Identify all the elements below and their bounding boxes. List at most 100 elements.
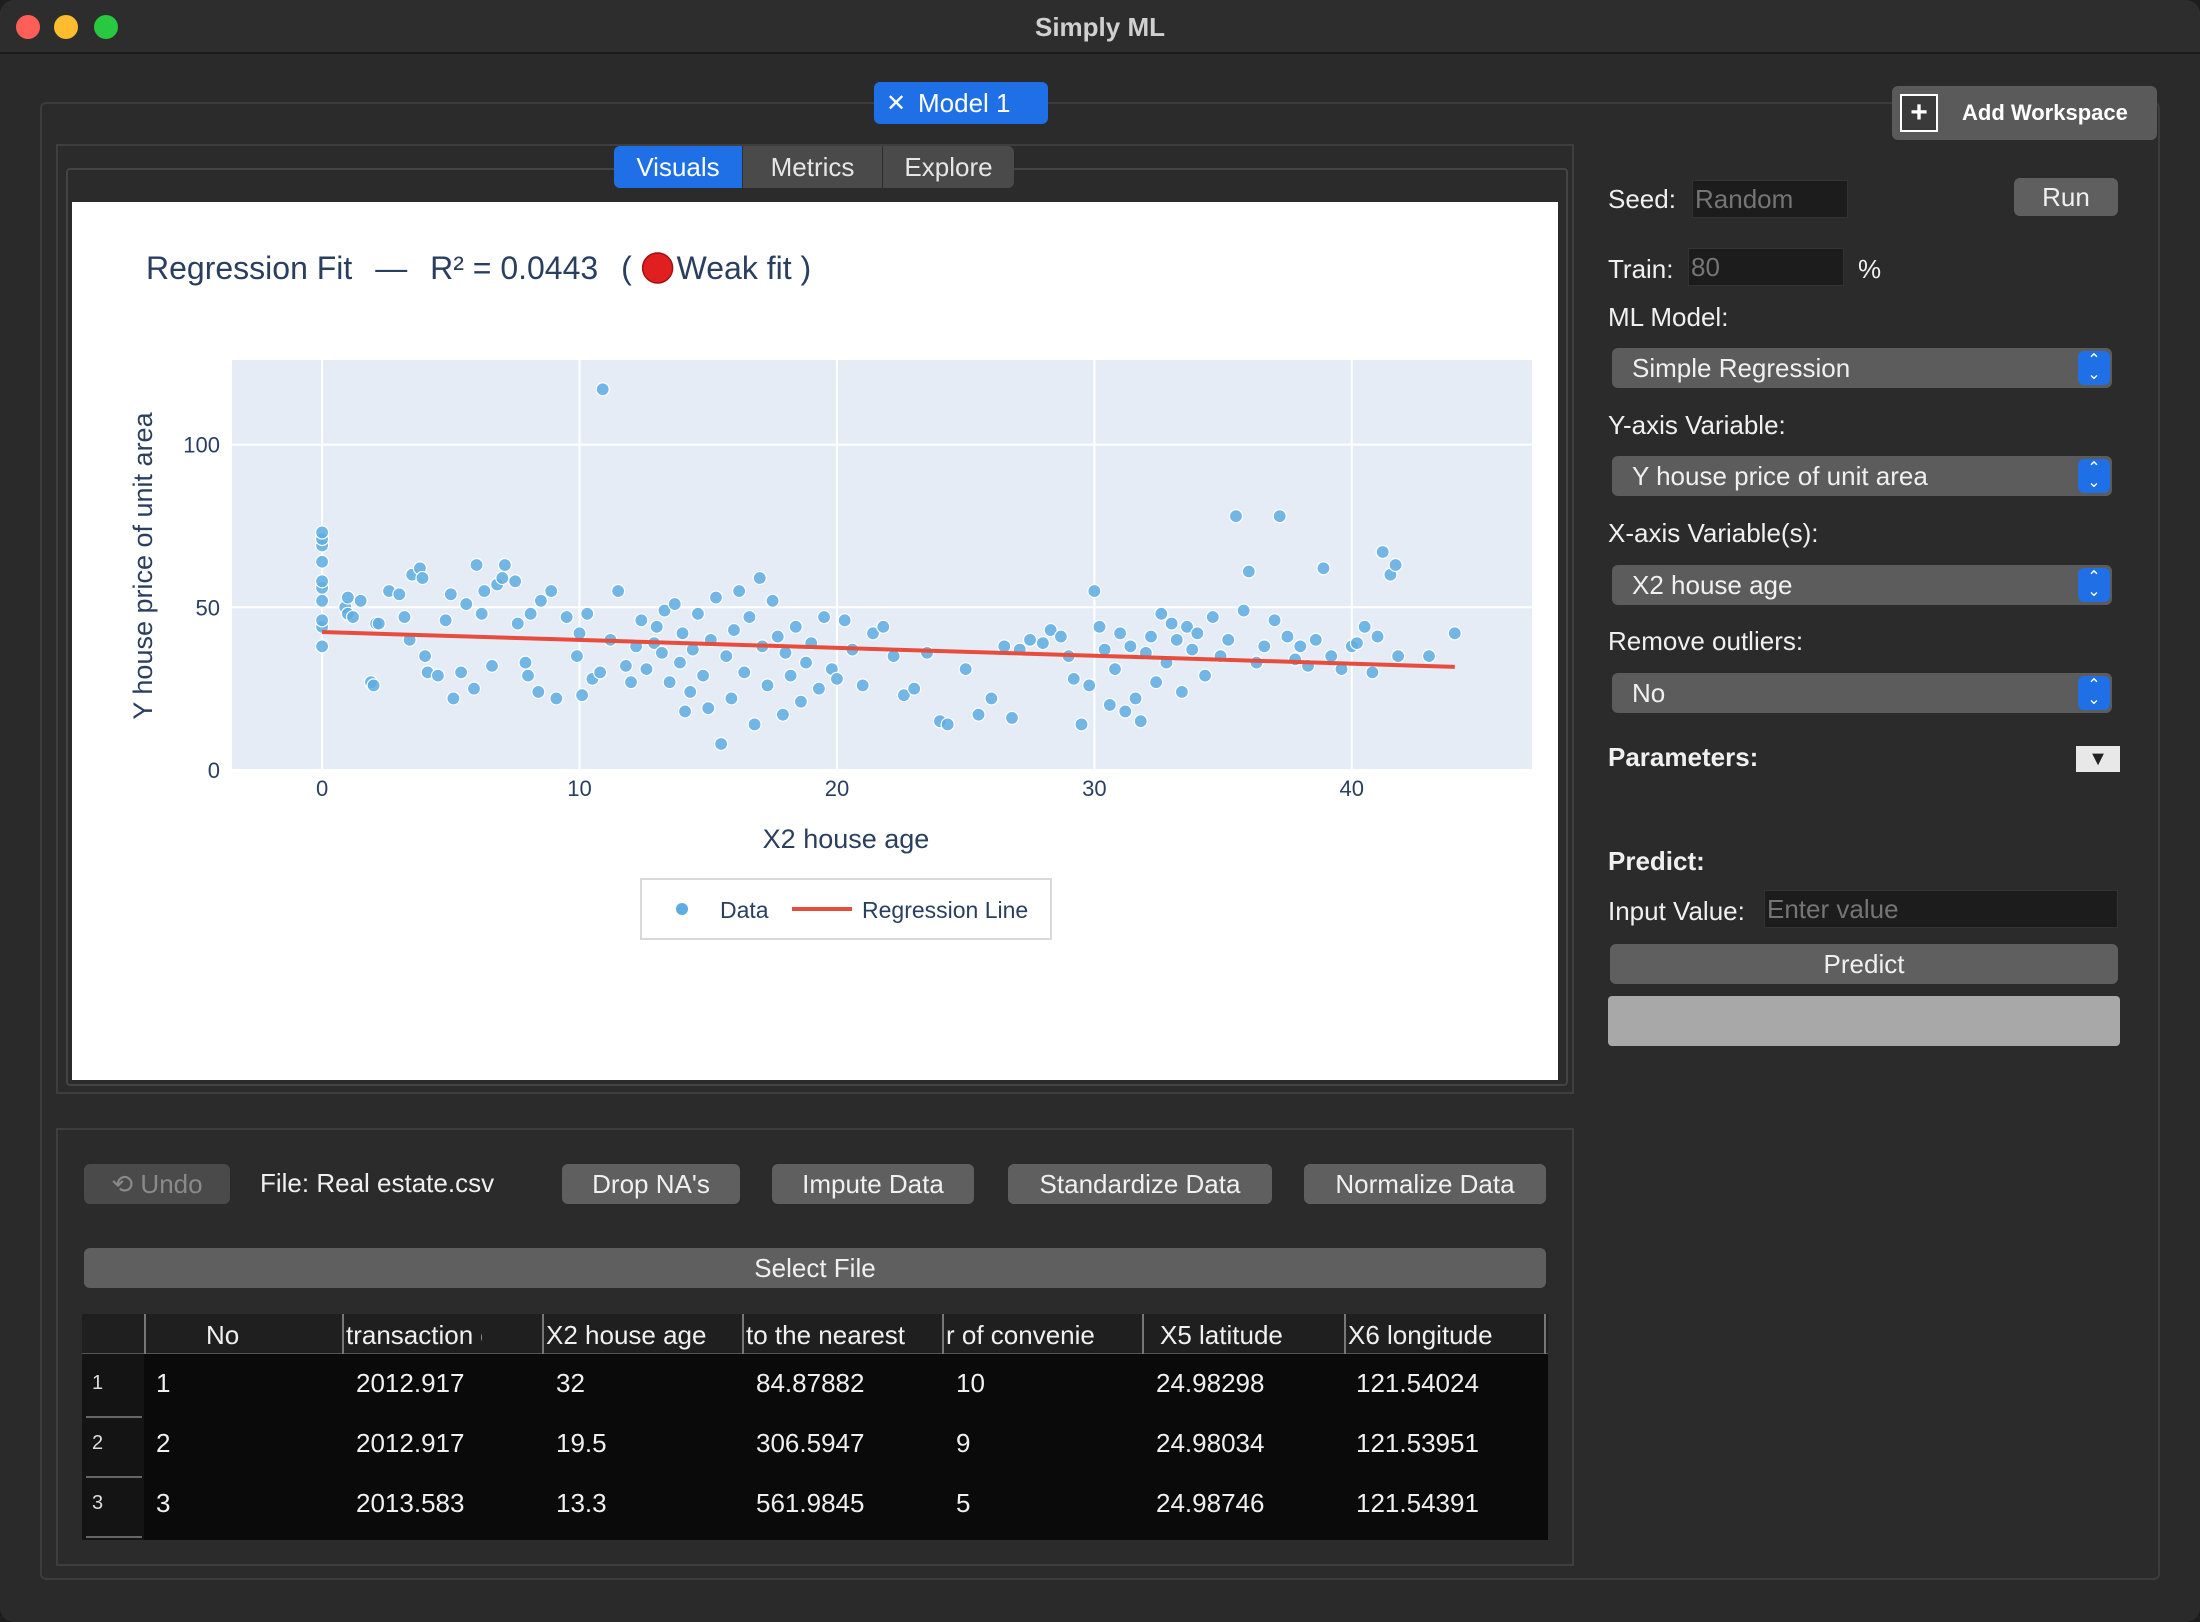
run-button[interactable]: Run [2014,178,2118,216]
data-point [544,583,559,599]
cell-transaction-date[interactable]: 2013.583 [356,1488,465,1518]
minimize-window-button[interactable] [54,15,78,39]
data-point [1267,613,1282,628]
cell-transaction-date[interactable]: 2012.917 [356,1428,465,1458]
data-point [1272,509,1287,524]
data-point [770,629,785,644]
cell-longitude[interactable]: 121.53951 [1356,1428,1479,1458]
cell-transaction-date[interactable]: 2012.917 [356,1368,465,1398]
data-point [1043,622,1058,638]
column-header-latitude[interactable]: X5 latitude [1160,1320,1283,1350]
cell-no[interactable]: 1 [156,1368,171,1398]
cell-house-age[interactable]: 19.5 [556,1428,607,1458]
tab-metrics[interactable]: Metrics [742,146,882,188]
select-file-button[interactable]: Select File [84,1248,1546,1288]
data-point [1357,619,1372,634]
data-point [392,587,407,602]
predict-input-field[interactable] [1764,890,2118,928]
cell-latitude[interactable]: 24.98746 [1156,1488,1265,1518]
y-axis-variable-label: Y-axis Variable: [1608,410,1786,440]
cell-latitude[interactable]: 24.98034 [1156,1428,1265,1458]
ml-model-select[interactable]: Simple Regression ⌃ ⌄ [1612,348,2112,388]
prediction-result-box [1608,996,2120,1046]
data-point [371,616,386,631]
data-point [971,707,986,722]
row-index[interactable]: 3 [92,1492,104,1514]
cell-distance-mrt[interactable]: 306.5947 [756,1428,865,1458]
data-point [1164,616,1179,631]
data-point [1316,561,1331,576]
ml-model-value: Simple Regression [1632,352,1851,383]
column-header-house-age[interactable]: X2 house age [546,1320,707,1350]
x-axis-variable-select[interactable]: X2 house age ⌃ ⌄ [1612,565,2112,605]
cell-house-age[interactable]: 13.3 [556,1488,607,1518]
data-point [1205,609,1220,625]
cell-longitude[interactable]: 121.54024 [1356,1368,1479,1398]
x-axis-variable-value: X2 house age [1632,569,1793,600]
train-percent-unit: % [1858,254,1882,284]
cell-convenience-stores[interactable]: 10 [956,1368,985,1398]
seed-input[interactable] [1692,180,1848,218]
data-point [1179,619,1195,634]
impute-data-button[interactable]: Impute Data [772,1164,974,1204]
data-point [667,596,682,612]
data-point [574,688,590,703]
undo-button[interactable]: ⟲ Undo [84,1164,230,1204]
tab-visuals[interactable]: Visuals [614,146,742,188]
cell-no[interactable]: 3 [156,1488,171,1518]
column-header-no[interactable]: No [206,1320,240,1350]
chevron-up-down-icon: ⌃ ⌄ [2078,351,2110,385]
data-point [1053,629,1069,644]
predict-button[interactable]: Predict [1610,944,2118,984]
column-header-transaction-date[interactable]: transaction d [346,1320,482,1350]
data-point [1197,668,1213,683]
drop-na-button[interactable]: Drop NA's [562,1164,740,1204]
row-index[interactable]: 1 [92,1372,104,1394]
cell-latitude[interactable]: 24.98298 [1156,1368,1265,1398]
cell-distance-mrt[interactable]: 561.9845 [756,1488,865,1518]
cell-house-age[interactable]: 32 [556,1368,585,1398]
data-point [765,593,780,608]
red-circle-icon [641,252,674,284]
standardize-data-button[interactable]: Standardize Data [1008,1164,1272,1204]
column-header-longitude[interactable]: X6 longitude [1348,1320,1493,1350]
close-icon[interactable]: ✕ [885,89,907,117]
remove-outliers-select[interactable]: No ⌃ ⌄ [1612,673,2112,713]
data-table[interactable]: No transaction d X2 house age to the nea… [82,1314,1548,1540]
data-point [708,590,724,605]
data-point [1087,583,1102,599]
cell-convenience-stores[interactable]: 5 [956,1488,971,1518]
chart-svg: Regression Fit — R² = 0.0443 ( Weak fit … [128,250,1532,940]
train-percent-input[interactable] [1688,248,1844,286]
normalize-data-button[interactable]: Normalize Data [1304,1164,1546,1204]
column-header-distance-mrt[interactable]: to the nearest [746,1320,905,1350]
y-axis-variable-select[interactable]: Y house price of unit area ⌃ ⌄ [1612,456,2112,496]
x-tick-label: 0 [316,776,328,801]
grid [232,360,1532,771]
data-point [690,606,706,621]
data-point [675,626,690,641]
cell-convenience-stores[interactable]: 9 [956,1428,971,1458]
zoom-window-button[interactable] [94,15,118,39]
tab-explore[interactable]: Explore [882,146,1014,188]
tab-model-1[interactable]: ✕ Model 1 [874,82,1048,124]
cell-no[interactable]: 2 [156,1428,171,1458]
data-point [649,619,664,634]
cell-distance-mrt[interactable]: 84.87882 [756,1368,865,1398]
cell-longitude[interactable]: 121.54391 [1356,1488,1479,1518]
data-point [1221,632,1236,647]
chart-title: Regression Fit — R² = 0.0443 ( Weak fit … [146,250,811,286]
add-workspace-button[interactable]: + Add Workspace [1892,86,2157,140]
parameters-toggle-button[interactable]: ▼ [2076,746,2120,772]
regression-chart: Regression Fit — R² = 0.0443 ( Weak fit … [72,202,1558,1080]
data-point [876,619,891,634]
data-point [701,701,716,716]
column-header-convenience-stores[interactable]: r of convenie [946,1320,1095,1350]
row-index[interactable]: 2 [92,1432,104,1454]
data-point [1185,642,1200,657]
chart-legend: Data Regression Line [640,878,1052,940]
data-point [1236,603,1251,618]
parameters-label: Parameters: [1608,742,1759,772]
close-window-button[interactable] [16,15,40,39]
